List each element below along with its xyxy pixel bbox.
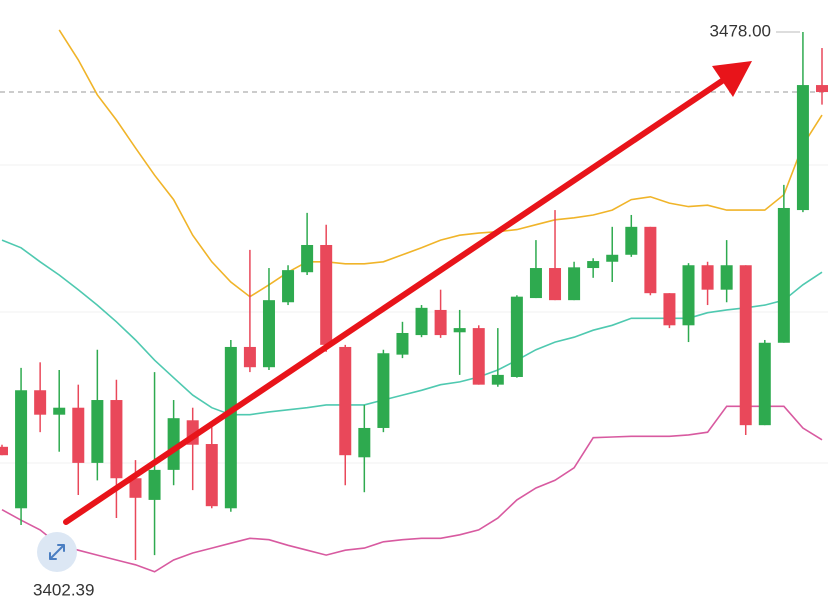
candle-body <box>453 328 466 333</box>
candle-body <box>777 207 790 343</box>
candle-body <box>34 390 47 415</box>
candle-body <box>720 265 733 290</box>
candle-body <box>701 265 714 290</box>
candle-body <box>53 407 66 415</box>
trend-arrow-shaft <box>63 78 725 525</box>
candle-body <box>262 300 275 368</box>
candle-body <box>415 307 428 336</box>
candle-body <box>301 244 314 273</box>
candle-body <box>377 353 390 428</box>
candle-body <box>148 469 161 500</box>
candle-body <box>625 226 638 255</box>
candle-body <box>491 374 504 385</box>
candle-body <box>129 478 142 498</box>
candle-body <box>510 296 523 377</box>
candle-body <box>282 270 295 303</box>
candle-body <box>205 444 218 507</box>
candle-body <box>816 85 828 93</box>
candle-body <box>529 268 542 299</box>
candle-body <box>568 267 581 301</box>
candle-body <box>358 427 371 458</box>
candle-body <box>72 407 85 463</box>
candle-body <box>796 85 809 211</box>
candle-body <box>434 309 447 336</box>
overlay: 3478.00 3402.39 <box>33 21 800 599</box>
candle-body <box>396 332 409 355</box>
candle-body <box>110 400 123 479</box>
indicator-line <box>1 239 823 416</box>
indicator-line <box>1 405 823 573</box>
indicator-line <box>58 29 823 298</box>
candle-body <box>587 261 600 269</box>
candle-body <box>243 346 256 368</box>
trend-arrow-head <box>712 61 752 97</box>
expand-icon <box>49 544 65 560</box>
candle-body <box>320 244 333 345</box>
candle-body <box>739 265 752 426</box>
candle-body <box>663 293 676 326</box>
indicator-lines <box>0 29 828 573</box>
max-price-label: 3478.00 <box>710 21 771 40</box>
candle-body <box>167 418 180 470</box>
min-price-label: 3402.39 <box>33 580 94 599</box>
candle-body <box>0 446 8 456</box>
candle-body <box>339 346 352 456</box>
candle-body <box>606 254 619 262</box>
candle-body <box>549 268 562 301</box>
candle-body <box>758 342 771 426</box>
candle-body <box>224 346 237 509</box>
candle-body <box>15 390 28 509</box>
candle-body <box>682 265 695 326</box>
candle-body <box>472 328 485 385</box>
candle-body <box>91 400 104 463</box>
candle-body <box>644 226 657 294</box>
